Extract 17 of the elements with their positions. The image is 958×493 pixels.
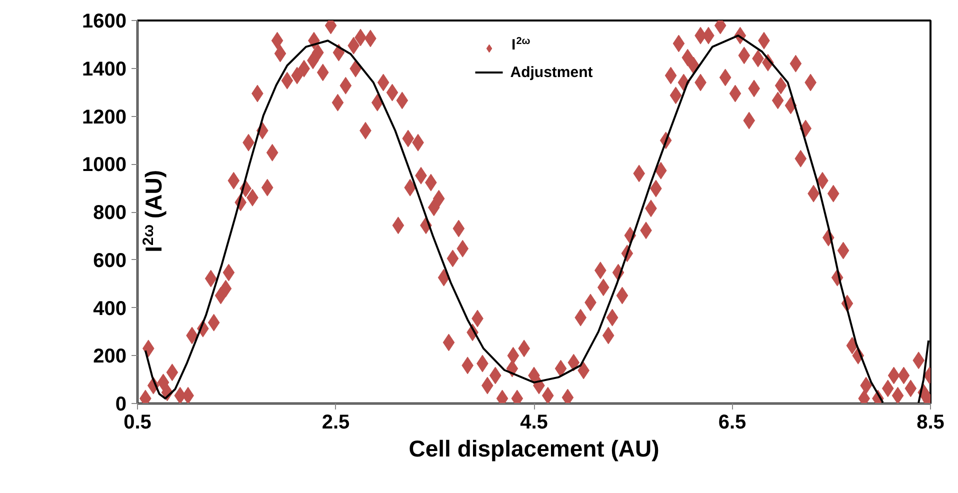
y-tick-label: 1600 — [82, 10, 127, 32]
y-tick-label: 1200 — [82, 106, 127, 128]
y-axis-title: I2ω (AU) — [140, 170, 166, 252]
x-tick-label: 0.5 — [124, 412, 152, 434]
y-tick-label: 1000 — [82, 154, 127, 176]
legend-label: Adjustment — [510, 64, 593, 80]
x-tick-label: 2.5 — [322, 412, 350, 434]
y-tick-label: 200 — [93, 346, 127, 368]
x-tick-label: 6.5 — [718, 412, 746, 434]
x-tick-label: 4.5 — [520, 412, 548, 434]
y-tick-label: 0 — [115, 394, 126, 416]
x-tick-label: 8.5 — [916, 412, 944, 434]
y-tick-label: 600 — [93, 250, 127, 272]
y-tick-label: 800 — [93, 202, 127, 224]
x-axis-title: Cell displacement (AU) — [408, 436, 660, 462]
y-tick-label: 400 — [93, 298, 127, 320]
y-tick-label: 1400 — [82, 58, 127, 80]
